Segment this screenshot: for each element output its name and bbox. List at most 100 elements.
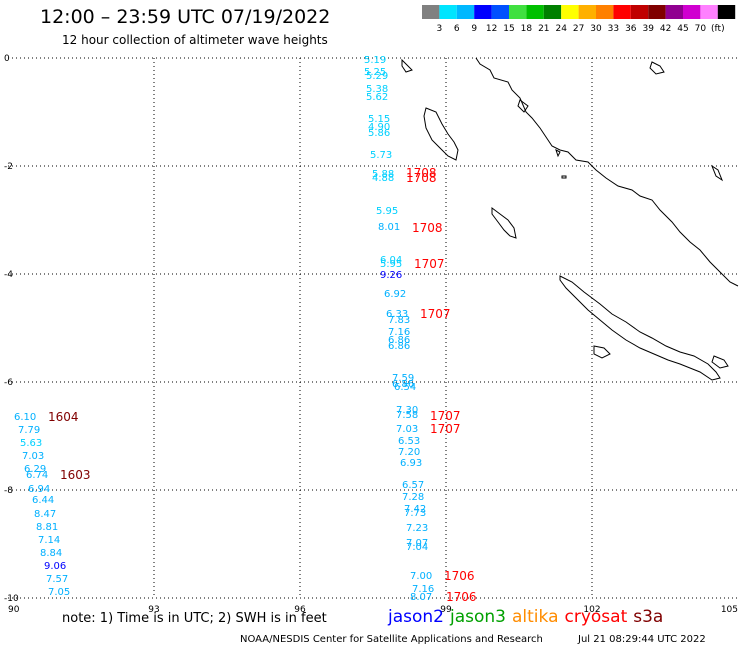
page-subtitle: 12 hour collection of altimeter wave hei… xyxy=(62,33,328,47)
wave-height-value: 8.47 xyxy=(34,509,56,520)
wave-height-value: 7.30 xyxy=(396,405,418,416)
wave-height-value: 5.38 xyxy=(366,84,388,95)
color-scale-label: 27 xyxy=(573,24,584,34)
color-scale-label: 3 xyxy=(437,24,443,34)
y-tick-label: 0 xyxy=(4,54,10,64)
x-tick-label: 96 xyxy=(294,605,306,615)
color-scale-swatch xyxy=(456,5,475,19)
wave-height-value: 6.94 xyxy=(28,484,50,495)
pass-time-label: 1708 xyxy=(406,166,437,180)
color-scale-label: 6 xyxy=(454,24,460,34)
pass-time-label: 1604 xyxy=(48,410,79,424)
color-scale-label: 33 xyxy=(608,24,619,34)
color-scale-swatch xyxy=(474,5,492,19)
wave-height-value: 6.04 xyxy=(380,255,402,266)
wave-height-value: 4.90 xyxy=(368,122,390,133)
color-scale-label: 18 xyxy=(521,24,533,34)
wave-height-value: 8.07 xyxy=(410,592,432,603)
pass-time-label: 1707 xyxy=(430,409,461,423)
wave-height-value: 5.88 xyxy=(372,169,394,180)
wave-height-value: 5.19 xyxy=(364,55,386,66)
x-tick-label: 102 xyxy=(583,605,600,615)
wave-height-value: 8.81 xyxy=(36,522,58,533)
wave-height-value: 6.33 xyxy=(386,309,408,320)
color-scale-label: 45 xyxy=(677,24,688,34)
satellite-jason3: jason3 xyxy=(450,607,506,627)
color-scale-swatch xyxy=(439,5,457,19)
page-title: 12:00 – 23:59 UTC 07/19/2022 xyxy=(40,6,331,28)
wave-height-value: 5.73 xyxy=(370,150,392,161)
color-scale-swatch xyxy=(648,5,666,19)
color-scale-swatch xyxy=(543,5,562,19)
wave-height-value: 8.01 xyxy=(378,222,400,233)
map-grid xyxy=(8,57,738,599)
color-scale-swatch xyxy=(422,5,440,19)
color-scale-label: 70 xyxy=(695,24,707,34)
wave-height-value: 7.28 xyxy=(402,492,424,503)
footer-note: note: 1) Time is in UTC; 2) SWH is in fe… xyxy=(62,611,327,626)
wave-height-value: 7.73 xyxy=(404,508,426,519)
wave-height-value: 5.95 xyxy=(376,206,398,217)
color-scale-label: 15 xyxy=(503,24,514,34)
color-scale-swatch xyxy=(561,5,579,19)
color-scale-swatch xyxy=(526,5,544,19)
color-scale-swatch xyxy=(717,5,736,19)
wave-height-value: 6.10 xyxy=(14,412,36,423)
credit-timestamp: Jul 21 08:29:44 UTC 2022 xyxy=(578,634,706,645)
wave-height-value: 6.74 xyxy=(26,470,48,481)
wave-height-value: 7.14 xyxy=(38,535,60,546)
credit-text: NOAA/NESDIS Center for Satellite Applica… xyxy=(240,634,543,645)
satellite-jason2: jason2 xyxy=(388,607,444,627)
satellite-legend: jason2 jason3 altika cryosat s3a xyxy=(388,607,669,627)
y-tick-label: -4 xyxy=(4,270,13,280)
color-scale-swatch xyxy=(596,5,614,19)
color-scale-legend: 3 6 9 12 15 18 21 24 27 30 33 36 39 42 45 70 (ft) xyxy=(422,5,736,34)
color-scale-label: 39 xyxy=(642,24,654,34)
color-scale-swatch xyxy=(613,5,631,19)
color-scale-swatch xyxy=(630,5,649,19)
color-scale-label: 42 xyxy=(660,24,671,34)
wave-height-value: 6.86 xyxy=(388,341,410,352)
satellite-s3a: s3a xyxy=(633,607,664,627)
color-scale-label: 36 xyxy=(625,24,637,34)
wave-height-value: 7.57 xyxy=(46,574,68,585)
wave-height-value: 7.05 xyxy=(48,587,70,598)
x-tick-label: 105 xyxy=(721,605,738,615)
pass-time-label: 1706 xyxy=(446,590,477,604)
color-scale-label: 21 xyxy=(538,24,549,34)
wave-height-value: 6.53 xyxy=(398,436,420,447)
wave-height-value: 8.84 xyxy=(40,548,62,559)
y-tick-label: -6 xyxy=(4,378,13,388)
wave-height-value: 6.54 xyxy=(394,382,416,393)
wave-height-value: 5.62 xyxy=(366,92,388,103)
time-labels: 1708170817081707170717071707170617061604… xyxy=(48,166,477,604)
wave-height-value: 5.15 xyxy=(368,114,390,125)
color-scale-swatch xyxy=(665,5,683,19)
wave-height-value: 5.86 xyxy=(368,128,390,139)
wave-height-value: 5.95 xyxy=(380,259,402,270)
wave-height-value: 6.93 xyxy=(400,458,422,469)
wave-height-value: 9.26 xyxy=(380,270,402,281)
x-axis-ticks: 90 93 96 99 102 105 xyxy=(8,605,738,615)
wave-height-value: 6.29 xyxy=(24,464,46,475)
pass-time-label: 1707 xyxy=(420,307,451,321)
wave-height-value: 7.59 xyxy=(392,373,414,384)
coastline xyxy=(401,57,739,381)
wave-height-value: 7.03 xyxy=(22,451,44,462)
x-tick-label: 93 xyxy=(148,605,159,615)
wave-height-value: 7.23 xyxy=(406,523,428,534)
x-tick-label: 90 xyxy=(8,605,20,615)
color-scale-swatch xyxy=(700,5,718,19)
color-scale-swatch xyxy=(578,5,596,19)
x-tick-label: 99 xyxy=(440,605,452,615)
wave-height-value: 7.42 xyxy=(404,504,426,515)
wave-height-value: 7.07 xyxy=(406,538,428,549)
wave-height-value: 7.20 xyxy=(398,447,420,458)
color-scale-swatch xyxy=(683,5,701,19)
wave-height-value: 7.00 xyxy=(410,571,432,582)
pass-time-label: 1707 xyxy=(430,422,461,436)
color-scale-label: (ft) xyxy=(711,24,725,34)
wave-height-labels: 5.195.255.29 5.385.62 5.154.905.86 5.73 5.88… xyxy=(14,55,434,603)
pass-time-label: 1706 xyxy=(444,569,475,583)
